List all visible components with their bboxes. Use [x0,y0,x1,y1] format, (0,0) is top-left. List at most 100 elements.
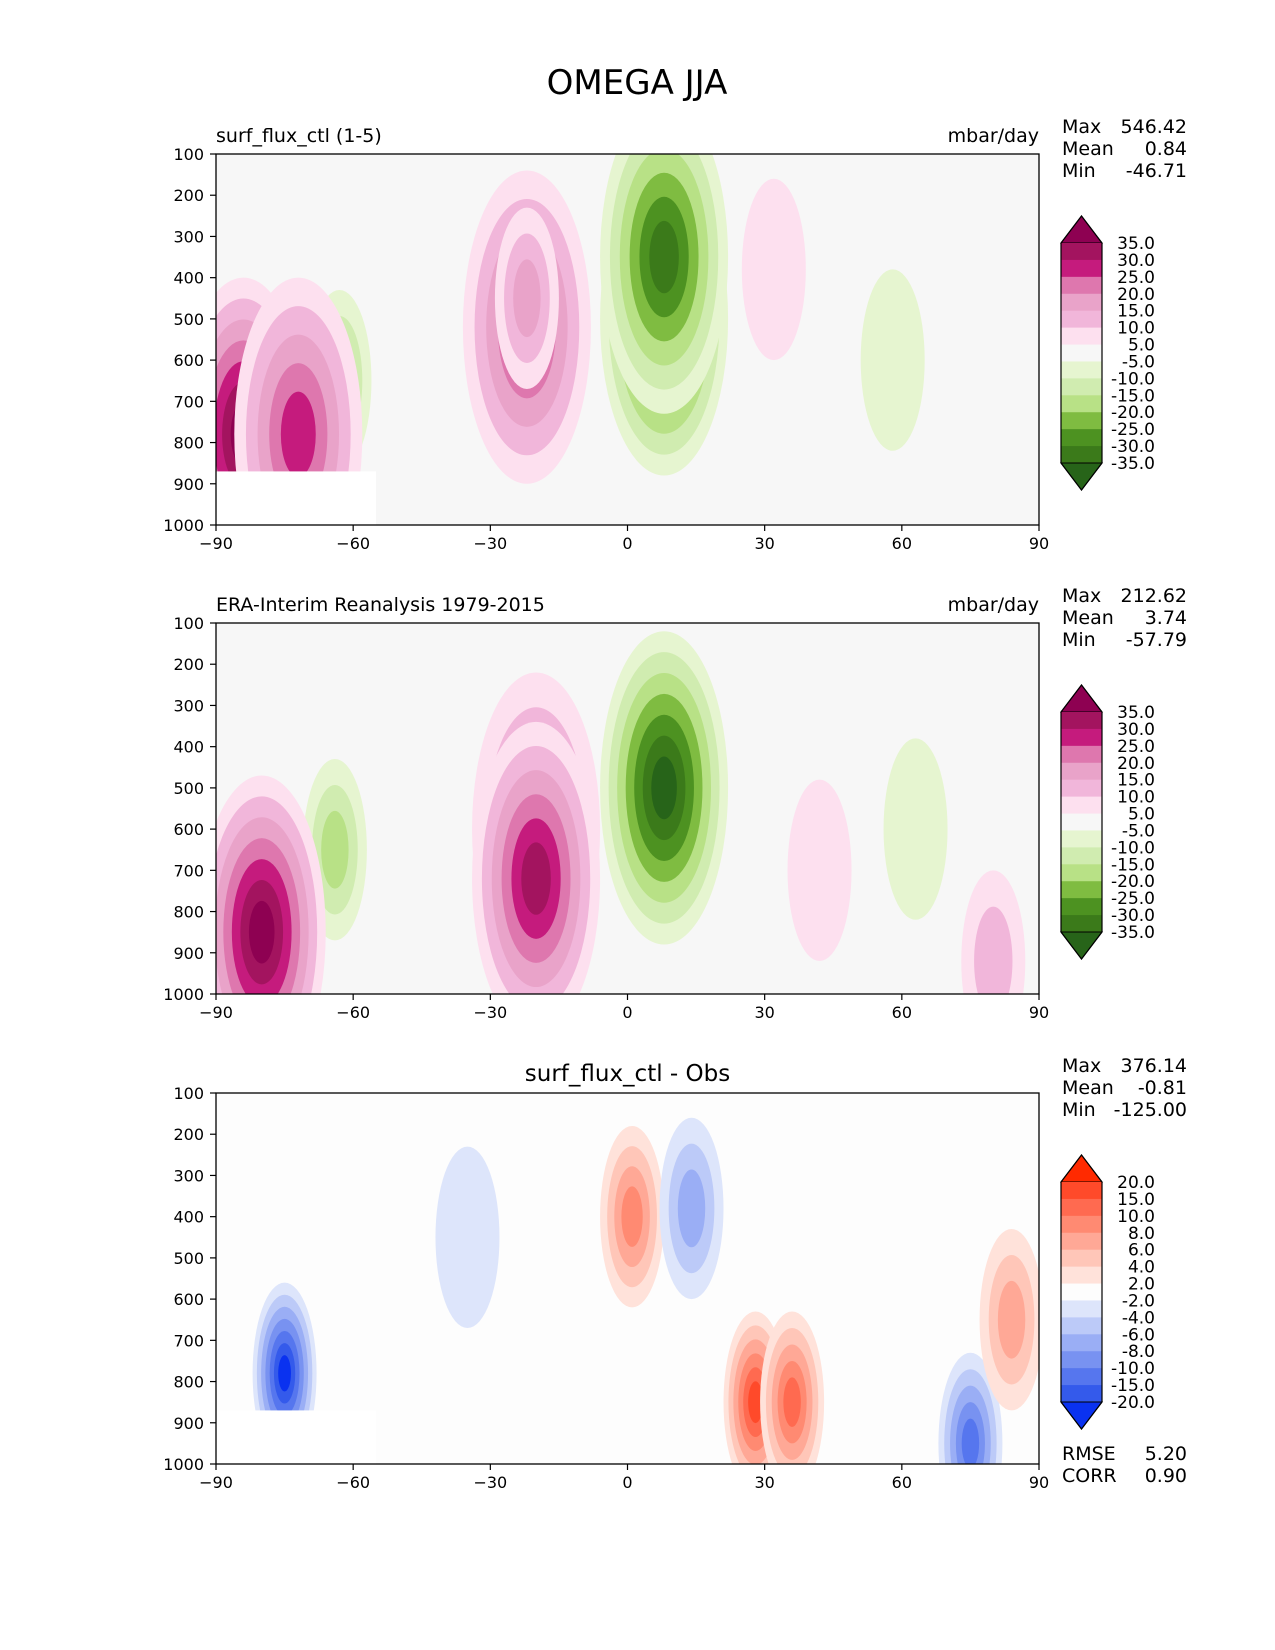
colorbar-tick-label: 25.0 [1117,268,1155,288]
panel-obs: ERA-Interim Reanalysis 1979-2015 mbar/day… [163,585,1187,1022]
colorbar-tick-label: 5.0 [1128,805,1155,825]
colorbar-tick-label: 20.0 [1117,754,1155,774]
y-tick-label: 100 [173,614,204,633]
colorbar-outline [1060,684,1103,960]
x-tick-label: −30 [473,1473,507,1492]
contour-region [649,220,679,294]
panel-title: surf_flux_ctl - Obs [525,1061,730,1087]
contour-region [435,1146,500,1328]
colorbar-swatch [1061,1317,1102,1335]
x-tick-label: 90 [1029,1473,1049,1492]
y-tick-label: 1000 [163,516,204,535]
contour-region [521,842,551,915]
x-tick-label: 30 [754,1003,774,1022]
colorbar-swatch [1061,259,1102,278]
stat-mean-label: Mean [1062,138,1114,160]
contour-region [280,391,316,478]
y-tick-label: 500 [173,310,204,329]
y-tick-label: 100 [173,1084,204,1103]
x-tick-label: −60 [336,1003,370,1022]
colorbar-swatch [1061,1368,1102,1386]
colorbar-extend-top [1059,215,1104,244]
colorbar-tick-label: -20.0 [1111,1393,1155,1413]
x-tick-label: 0 [622,1473,632,1492]
colorbar-outline [1060,1154,1103,1430]
colorbar-tick-label: 15.0 [1117,1190,1155,1210]
x-tick-label: 30 [754,534,774,553]
panel-units: mbar/day [948,594,1039,616]
masked-region [216,1410,377,1464]
colorbar-swatch [1061,1266,1102,1285]
colorbar-tick-label: 30.0 [1117,720,1155,740]
colorbar-tick-label: 35.0 [1117,703,1155,723]
y-tick-label: 1000 [163,1455,204,1474]
x-tick-label: −30 [473,534,507,553]
colorbar-tick-label: -15.0 [1111,855,1155,875]
colorbar-tick-label: 10.0 [1117,788,1155,808]
colorbar-tick-label: 10.0 [1117,319,1155,339]
stat-max-value: 376.14 [1121,1055,1187,1077]
y-tick-label: 800 [173,434,204,453]
stat-min-value: -125.00 [1114,1099,1187,1121]
y-tick-label: 400 [173,738,204,757]
x-tick-label: 30 [754,1473,774,1492]
x-tick-label: −60 [336,1473,370,1492]
contour-field [216,631,1026,994]
colorbar-tick-label: 20.0 [1117,285,1155,305]
colorbar-swatch [1061,310,1102,329]
stat-min-label: Min [1062,160,1096,182]
colorbar-tick-label: 20.0 [1117,1173,1155,1193]
y-tick-label: 200 [173,655,204,674]
stat-mean-value: 3.74 [1145,607,1187,629]
y-tick-label: 900 [173,1414,204,1433]
contour-region [783,1377,801,1427]
colorbar-swatch [1061,293,1102,312]
y-tick-label: 700 [173,392,204,411]
contour-region [883,738,948,920]
colorbar-swatch [1061,779,1102,798]
colorbar-tick-label: 35.0 [1117,234,1155,254]
colorbar-tick-label: 5.0 [1128,336,1155,356]
colorbar-extend-top [1059,684,1104,713]
contour-region [974,906,1013,994]
y-tick-label: 500 [173,1249,204,1268]
stat-mean-value: -0.81 [1138,1077,1187,1099]
colorbar-swatch [1061,745,1102,764]
stat-min-label: Min [1062,629,1096,651]
stat-rmse-value: 5.20 [1145,1443,1187,1465]
colorbar-swatch [1061,796,1102,815]
y-tick-label: 900 [173,475,204,494]
contour-region [513,259,541,338]
y-tick-label: 300 [173,1166,204,1185]
colorbar-extend-top [1059,1154,1104,1183]
y-tick-label: 800 [173,1373,204,1392]
y-tick-label: 300 [173,696,204,715]
y-tick-label: 700 [173,1331,204,1350]
y-tick-label: 500 [173,779,204,798]
stat-min-value: -57.79 [1126,629,1187,651]
panel-title: surf_flux_ctl (1-5) [216,125,382,147]
colorbar-tick-label: -25.0 [1111,889,1155,909]
contour-region [321,810,349,889]
stat-min-value: -46.71 [1126,160,1187,182]
colorbar-swatch [1061,830,1102,848]
stat-mean-label: Mean [1062,1077,1114,1099]
x-tick-label: −90 [199,1003,233,1022]
colorbar-tick-label: -5.0 [1122,352,1155,372]
y-tick-label: 600 [173,820,204,839]
x-tick-label: 60 [892,534,912,553]
x-tick-label: −90 [199,534,233,553]
colorbar-tick-label: -25.0 [1111,420,1155,440]
colorbar-swatch [1061,1182,1102,1200]
stat-max-value: 212.62 [1121,585,1187,607]
y-tick-label: 400 [173,269,204,288]
colorbar-swatch [1061,1283,1102,1301]
colorbar-extend-bottom [1059,1401,1104,1430]
y-tick-label: 800 [173,903,204,922]
stat-mean-label: Mean [1062,607,1114,629]
contour-region [748,1381,763,1424]
colorbar: 35.030.025.020.015.010.05.0-5.0-10.0-15.… [1059,215,1155,491]
colorbar-swatch [1061,864,1102,882]
colorbar-tick-label: -5.0 [1122,821,1155,841]
